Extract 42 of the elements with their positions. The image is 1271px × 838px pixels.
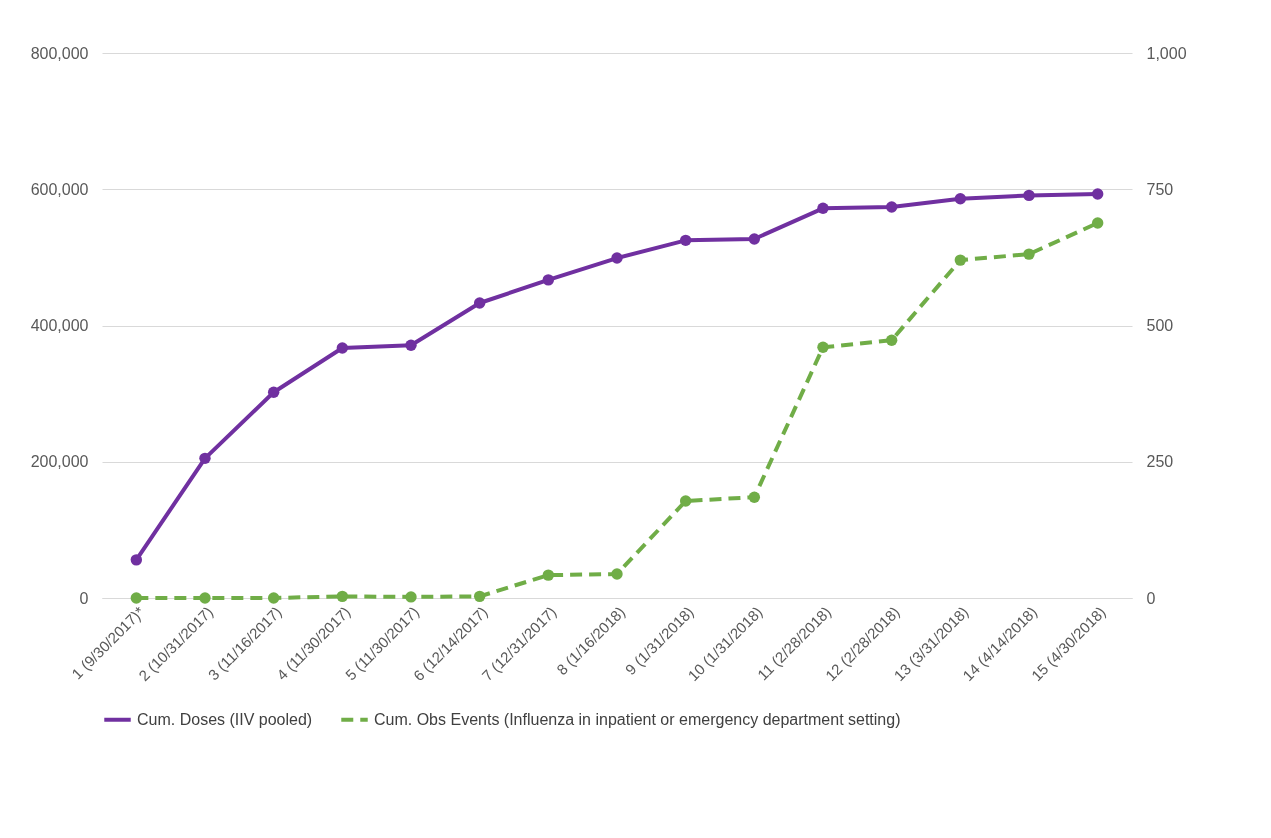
point (748, 491, 761, 503)
point (130, 592, 143, 604)
point (679, 495, 692, 507)
point (405, 339, 417, 351)
point (1023, 248, 1035, 260)
y2-tick-label: 1,000 (1146, 44, 1187, 62)
point (817, 202, 829, 215)
legend-label: Cum. Obs Events (Influenza in inpatient or emergency department setting) (374, 710, 901, 728)
point (405, 591, 417, 603)
point (885, 334, 898, 346)
point (611, 252, 623, 264)
point (336, 590, 349, 603)
point (954, 254, 967, 266)
point (473, 590, 486, 603)
legend-label: Cum. Doses (IIV pooled) (137, 710, 313, 728)
y-tick-label: 200,000 (30, 453, 89, 471)
point (817, 341, 829, 353)
y-tick-label: 800,000 (30, 44, 89, 62)
y2-tick-label: 250 (1146, 453, 1174, 471)
y2-tick-label: 500 (1146, 317, 1174, 334)
point (336, 342, 349, 354)
point (130, 554, 143, 566)
y2-tick-label: 0 (1146, 589, 1156, 607)
y-tick-label: 0 (79, 589, 89, 607)
y2-tick-label: 750 (1146, 180, 1174, 198)
point (542, 569, 555, 581)
point (748, 233, 761, 245)
point (199, 452, 211, 465)
point (1091, 188, 1104, 200)
point (267, 386, 280, 398)
point (954, 193, 967, 205)
point (473, 297, 486, 309)
point (542, 274, 555, 286)
point (199, 592, 211, 604)
point (1091, 217, 1104, 229)
point (885, 201, 898, 213)
y-tick-label: 400,000 (30, 317, 89, 334)
point (611, 568, 623, 580)
point (267, 592, 280, 604)
point (679, 234, 692, 247)
y-tick-label: 600,000 (30, 180, 89, 198)
point (1023, 189, 1035, 202)
